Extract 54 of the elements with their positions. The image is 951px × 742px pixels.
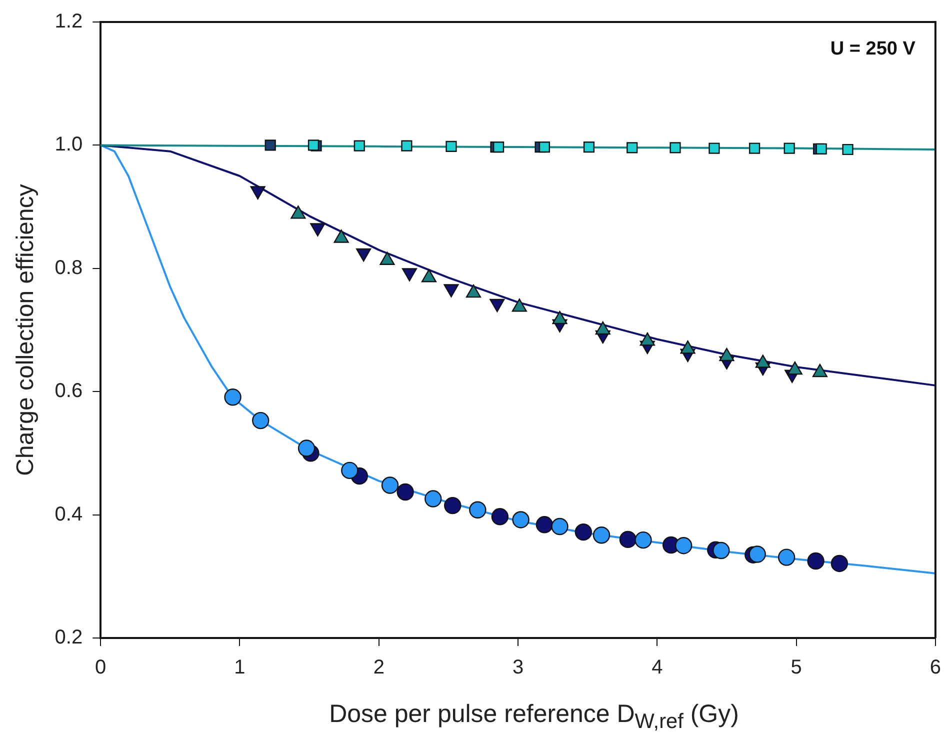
y-axis-title: Charge collection efficiency: [12, 184, 40, 476]
point: [619, 530, 637, 548]
point: [491, 508, 509, 526]
point: [807, 552, 824, 570]
point: [264, 140, 276, 151]
y-tick-label: 0.2: [54, 626, 83, 649]
point: [778, 548, 796, 566]
y-tick-label: 0.4: [54, 503, 83, 526]
point: [538, 142, 550, 153]
point: [816, 143, 827, 154]
point: [512, 511, 530, 528]
point: [492, 142, 504, 153]
y-tick-label: 1.2: [54, 10, 83, 33]
point: [469, 501, 486, 518]
point: [842, 144, 854, 156]
point: [354, 140, 365, 152]
x-tick-label: 0: [95, 656, 106, 679]
point: [784, 142, 795, 154]
x-tick-label: 4: [652, 656, 663, 679]
point: [536, 516, 554, 534]
point: [341, 462, 358, 480]
point: [592, 526, 610, 544]
point: [551, 518, 568, 536]
point: [634, 531, 652, 549]
x-tick-label: 3: [512, 656, 524, 679]
y-tick-label: 1.0: [54, 134, 83, 156]
x-axis-title: Dose per pulse reference D$_{W,ref}$ (Gy): [328, 700, 740, 734]
point: [583, 142, 595, 153]
point: [748, 546, 766, 563]
x-tick-label: 2: [373, 656, 384, 679]
point: [298, 440, 316, 457]
annotation: U = 250 V: [830, 38, 916, 60]
y-tick-label: 0.8: [54, 256, 83, 279]
y-tick-label: 0.6: [54, 380, 83, 402]
point: [401, 140, 412, 152]
x-tick-label: 1: [234, 656, 246, 679]
point: [626, 142, 638, 154]
point: [712, 542, 730, 560]
point: [308, 140, 320, 151]
point: [252, 412, 270, 430]
point: [224, 388, 242, 406]
point: [424, 490, 442, 508]
point: [749, 142, 760, 154]
point: [574, 523, 592, 541]
x-tick-label: 5: [790, 656, 802, 679]
point: [674, 537, 692, 554]
point: [446, 140, 457, 152]
point: [444, 496, 462, 514]
point: [670, 142, 681, 154]
point: [708, 142, 720, 154]
point: [830, 554, 848, 572]
point: [396, 483, 414, 501]
x-tick-label: 6: [930, 656, 941, 679]
point: [381, 476, 399, 494]
